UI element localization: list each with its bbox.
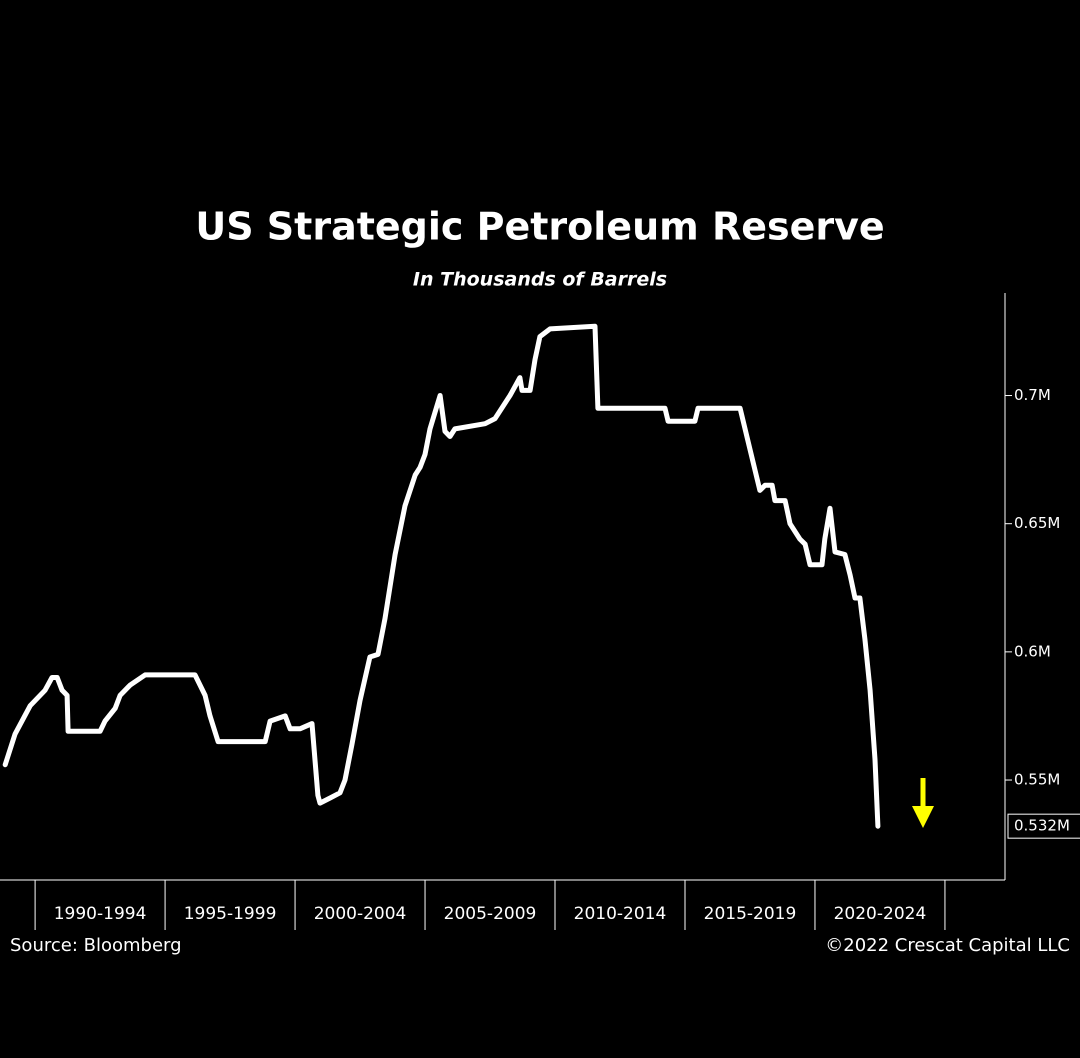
last-value-box [1007, 813, 1080, 839]
y-tick-label: 0.65M [1014, 514, 1060, 532]
x-period-label: 2005-2009 [444, 904, 537, 924]
down-arrow [912, 778, 934, 828]
y-tick-label: 0.55M [1014, 771, 1060, 789]
last-value-label: 0.532M [1014, 817, 1070, 835]
x-period-label: 1990-1994 [54, 904, 147, 924]
chart-subtitle: In Thousands of Barrels [413, 269, 667, 291]
credit: ©2022 Crescat Capital LLC [825, 935, 1070, 956]
x-period-label: 2000-2004 [314, 904, 407, 924]
line [2, 323, 881, 829]
x-period-label: 1995-1999 [184, 904, 277, 924]
source: Source: Bloomberg [10, 935, 182, 956]
x-period-label: 2010-2014 [574, 904, 667, 924]
chart-title: US Strategic Petroleum Reserve [195, 205, 884, 249]
x-period-label: 2020-2024 [834, 904, 927, 924]
y-tick-label: 0.6M [1014, 642, 1051, 660]
y-tick-label: 0.7M [1014, 386, 1051, 404]
x-period-label: 2015-2019 [704, 904, 797, 924]
